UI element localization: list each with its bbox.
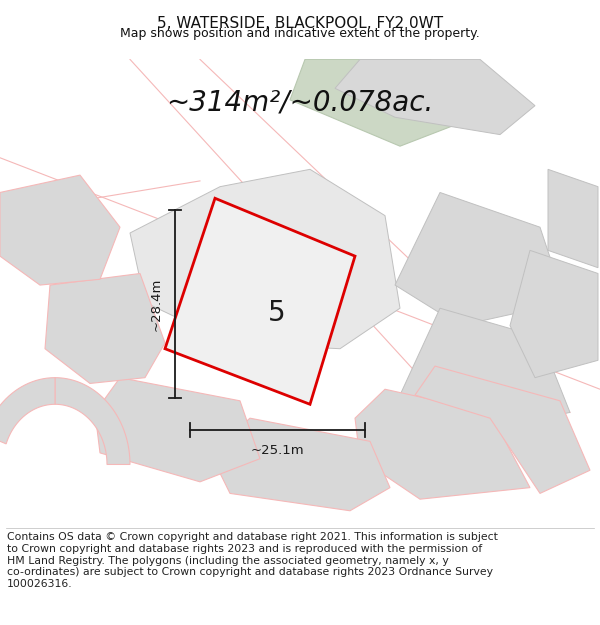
Polygon shape bbox=[355, 389, 530, 499]
Text: Map shows position and indicative extent of the property.: Map shows position and indicative extent… bbox=[120, 28, 480, 41]
Polygon shape bbox=[395, 192, 565, 326]
Text: Contains OS data © Crown copyright and database right 2021. This information is : Contains OS data © Crown copyright and d… bbox=[7, 532, 498, 589]
Polygon shape bbox=[95, 378, 260, 482]
Text: ~314m²/~0.078ac.: ~314m²/~0.078ac. bbox=[166, 89, 434, 117]
Text: ~28.4m: ~28.4m bbox=[150, 278, 163, 331]
Polygon shape bbox=[55, 378, 130, 464]
Polygon shape bbox=[548, 169, 598, 268]
Text: ~25.1m: ~25.1m bbox=[251, 444, 304, 457]
Polygon shape bbox=[165, 198, 355, 404]
Polygon shape bbox=[130, 169, 400, 349]
Polygon shape bbox=[210, 418, 390, 511]
Polygon shape bbox=[335, 59, 535, 134]
Polygon shape bbox=[510, 251, 598, 378]
Polygon shape bbox=[0, 378, 55, 444]
Polygon shape bbox=[415, 366, 590, 493]
Polygon shape bbox=[400, 308, 570, 436]
Polygon shape bbox=[290, 59, 490, 146]
Text: 5, WATERSIDE, BLACKPOOL, FY2 0WT: 5, WATERSIDE, BLACKPOOL, FY2 0WT bbox=[157, 16, 443, 31]
Polygon shape bbox=[45, 274, 165, 384]
Polygon shape bbox=[0, 175, 120, 285]
Text: 5: 5 bbox=[268, 299, 285, 328]
